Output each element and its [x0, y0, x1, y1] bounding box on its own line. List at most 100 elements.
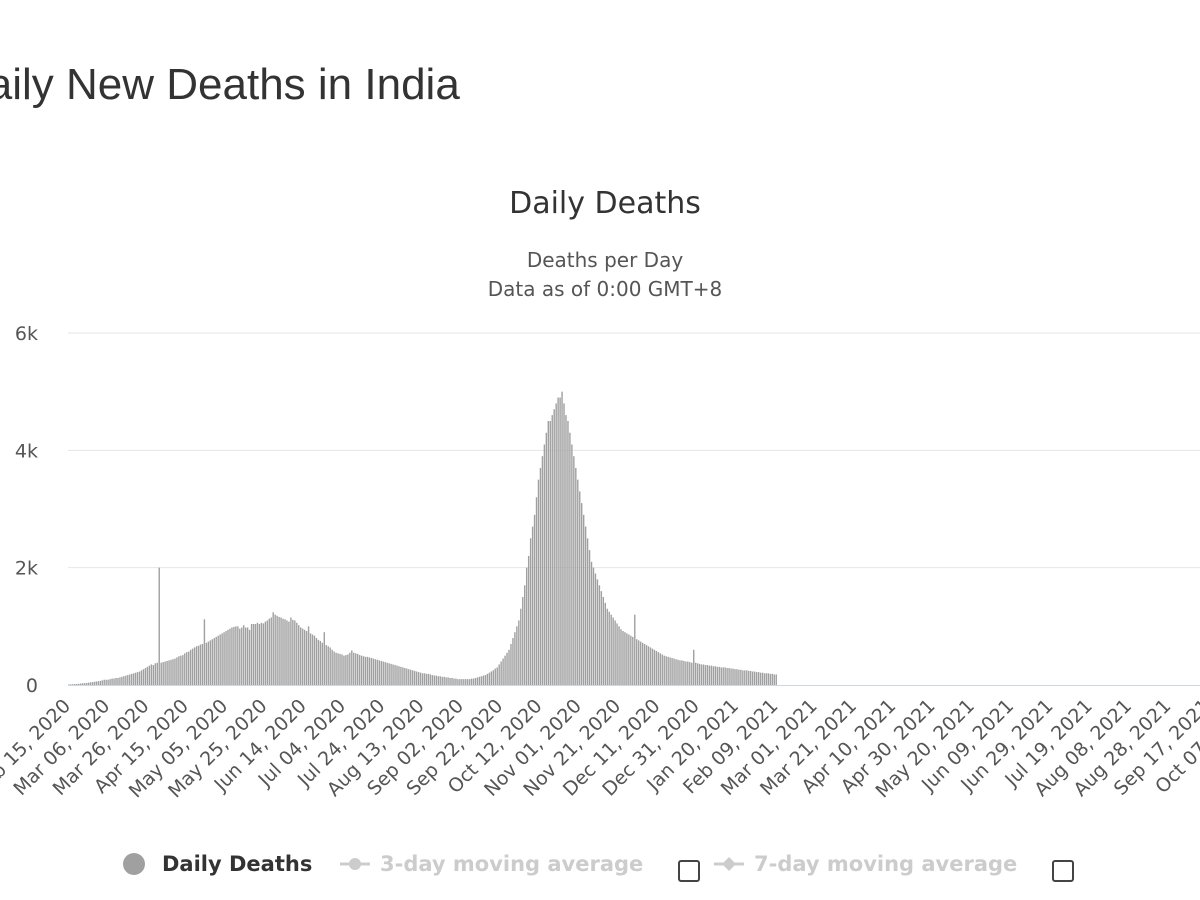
bar-daily-deaths[interactable] [335, 652, 337, 685]
bar-daily-deaths[interactable] [730, 668, 732, 685]
bar-daily-deaths[interactable] [305, 631, 308, 685]
bar-daily-deaths[interactable] [410, 669, 412, 685]
bar-daily-deaths[interactable] [178, 656, 180, 685]
bar-daily-deaths[interactable] [213, 638, 215, 685]
bar-daily-deaths[interactable] [573, 456, 575, 685]
bar-daily-deaths[interactable] [225, 631, 227, 685]
bar-daily-deaths[interactable] [728, 667, 730, 685]
bar-daily-deaths[interactable] [244, 627, 247, 685]
bar-daily-deaths[interactable] [91, 682, 94, 685]
bar-daily-deaths[interactable] [333, 651, 335, 685]
bar-daily-deaths[interactable] [256, 622, 259, 685]
bar-daily-deaths[interactable] [683, 660, 685, 685]
bar-daily-deaths[interactable] [482, 675, 485, 685]
bar-daily-deaths[interactable] [105, 679, 107, 685]
bar-daily-deaths[interactable] [749, 670, 752, 685]
bar-daily-deaths[interactable] [339, 653, 341, 685]
bar-daily-deaths[interactable] [516, 626, 518, 685]
bar-daily-deaths[interactable] [488, 672, 491, 685]
bar-daily-deaths[interactable] [301, 628, 304, 685]
bar-daily-deaths[interactable] [349, 652, 351, 685]
bar-daily-deaths[interactable] [201, 643, 204, 685]
bar-daily-deaths[interactable] [718, 666, 720, 685]
bar-daily-deaths[interactable] [286, 620, 288, 685]
bar-daily-deaths[interactable] [319, 641, 322, 685]
bar-daily-deaths[interactable] [608, 611, 610, 685]
bar-daily-deaths[interactable] [502, 658, 504, 685]
bar-daily-deaths[interactable] [732, 668, 734, 685]
bar-daily-deaths[interactable] [522, 597, 524, 685]
bar-daily-deaths[interactable] [164, 661, 166, 685]
bar-daily-deaths[interactable] [311, 634, 314, 685]
bar-daily-deaths[interactable] [254, 623, 257, 685]
bar-daily-deaths[interactable] [600, 591, 603, 685]
bar-daily-deaths[interactable] [626, 633, 628, 685]
bar-daily-deaths[interactable] [264, 621, 267, 685]
bar-daily-deaths[interactable] [129, 674, 131, 685]
bar-daily-deaths[interactable] [439, 676, 441, 685]
bar-daily-deaths[interactable] [406, 668, 408, 685]
bar-daily-deaths[interactable] [248, 629, 251, 685]
bar-daily-deaths[interactable] [351, 650, 353, 685]
bar-daily-deaths[interactable] [525, 567, 528, 685]
bar-daily-deaths[interactable] [81, 683, 84, 685]
bar-daily-deaths[interactable] [191, 648, 194, 685]
bar-daily-deaths[interactable] [470, 678, 473, 685]
bar-daily-deaths[interactable] [433, 675, 436, 685]
bar-daily-deaths[interactable] [309, 633, 312, 685]
bar-daily-deaths[interactable] [262, 623, 265, 685]
bar-daily-deaths[interactable] [561, 391, 563, 685]
bar-daily-deaths[interactable] [260, 622, 263, 685]
checkbox-3-day-moving-average[interactable] [678, 860, 700, 882]
bar-daily-deaths[interactable] [698, 663, 701, 685]
bar-daily-deaths[interactable] [665, 656, 667, 685]
bar-daily-deaths[interactable] [744, 670, 746, 685]
bar-daily-deaths[interactable] [455, 678, 457, 685]
bar-daily-deaths[interactable] [691, 662, 693, 685]
bar-daily-deaths[interactable] [636, 639, 638, 685]
bar-daily-deaths[interactable] [592, 567, 595, 685]
bar-daily-deaths[interactable] [207, 641, 210, 685]
bar-daily-deaths[interactable] [358, 655, 361, 685]
bar-daily-deaths[interactable] [89, 682, 92, 685]
bar-daily-deaths[interactable] [205, 642, 208, 685]
bar-daily-deaths[interactable] [380, 660, 382, 685]
bar-daily-deaths[interactable] [653, 649, 656, 685]
bar-daily-deaths[interactable] [341, 654, 343, 685]
bar-daily-deaths[interactable] [221, 633, 223, 685]
bar-daily-deaths[interactable] [252, 623, 255, 685]
bar-daily-deaths[interactable] [463, 679, 465, 685]
bar-daily-deaths[interactable] [610, 614, 612, 685]
bar-daily-deaths[interactable] [70, 684, 72, 685]
bar-daily-deaths[interactable] [563, 403, 565, 685]
bar-daily-deaths[interactable] [353, 652, 355, 685]
bar-daily-deaths[interactable] [331, 649, 333, 685]
bar-daily-deaths[interactable] [72, 684, 74, 685]
bar-daily-deaths[interactable] [724, 667, 726, 685]
bar-daily-deaths[interactable] [156, 662, 158, 685]
bar-daily-deaths[interactable] [85, 682, 88, 685]
bar-daily-deaths[interactable] [186, 652, 188, 685]
bar-daily-deaths[interactable] [396, 665, 398, 685]
bar-daily-deaths[interactable] [494, 668, 496, 685]
bar-daily-deaths[interactable] [445, 677, 447, 685]
bar-daily-deaths[interactable] [134, 672, 137, 685]
bar-daily-deaths[interactable] [152, 665, 155, 685]
bar-daily-deaths[interactable] [246, 627, 249, 685]
bar-daily-deaths[interactable] [673, 658, 675, 685]
bar-daily-deaths[interactable] [166, 660, 168, 685]
bar-daily-deaths[interactable] [437, 676, 439, 685]
bar-daily-deaths[interactable] [384, 662, 386, 685]
bar-daily-deaths[interactable] [449, 677, 451, 685]
bar-daily-deaths[interactable] [512, 638, 514, 685]
bar-daily-deaths[interactable] [270, 617, 272, 685]
bar-daily-deaths[interactable] [237, 626, 239, 685]
bar-daily-deaths[interactable] [453, 678, 455, 685]
bar-daily-deaths[interactable] [706, 665, 709, 685]
bar-daily-deaths[interactable] [288, 621, 290, 685]
bar-daily-deaths[interactable] [162, 662, 164, 685]
bar-daily-deaths[interactable] [107, 679, 109, 685]
bar-daily-deaths[interactable] [356, 653, 359, 685]
bar-daily-deaths[interactable] [241, 627, 243, 685]
bar-daily-deaths[interactable] [136, 672, 139, 685]
